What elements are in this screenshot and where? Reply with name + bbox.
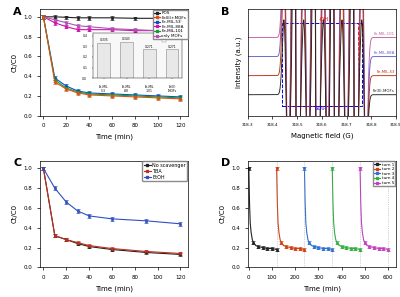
Text: Fe-MIL-101: Fe-MIL-101 (374, 32, 395, 36)
X-axis label: Time (min): Time (min) (95, 134, 133, 140)
Legend: POS, Fe(II)+MOFs, Fe-MIL-53, Fe-MIL-88A, Fe-MIL-101, only MOFs: POS, Fe(II)+MOFs, Fe-MIL-53, Fe-MIL-88A,… (153, 10, 188, 40)
X-axis label: Time (min): Time (min) (303, 285, 341, 292)
Text: C: C (13, 158, 22, 168)
Y-axis label: Ct/C0: Ct/C0 (220, 204, 226, 223)
Legend: turn 1, turn 2, turn 3, turn 4, turn 5: turn 1, turn 2, turn 3, turn 4, turn 5 (373, 161, 395, 186)
Text: Fe(II)-MOFs: Fe(II)-MOFs (373, 89, 395, 93)
Legend: No scavenger, TBA, EtOH: No scavenger, TBA, EtOH (142, 162, 187, 181)
Bar (282, 23, 362, 106)
Text: ·OH: ·OH (319, 17, 329, 22)
Y-axis label: Intensity (a.u.): Intensity (a.u.) (236, 37, 242, 88)
Text: A: A (13, 7, 22, 17)
Text: Fe-MIL-88A: Fe-MIL-88A (374, 51, 395, 55)
Y-axis label: Ct/C0: Ct/C0 (12, 53, 18, 72)
X-axis label: Magnetic field (G): Magnetic field (G) (290, 133, 353, 139)
Text: D: D (221, 158, 230, 168)
Text: B: B (221, 7, 229, 17)
Bar (290, 23, 358, 106)
Text: Fe-MIL-53: Fe-MIL-53 (376, 70, 395, 74)
Text: SO₄·⁻: SO₄·⁻ (314, 106, 329, 111)
X-axis label: Time (min): Time (min) (95, 285, 133, 292)
Y-axis label: Ct/C0: Ct/C0 (12, 204, 18, 223)
